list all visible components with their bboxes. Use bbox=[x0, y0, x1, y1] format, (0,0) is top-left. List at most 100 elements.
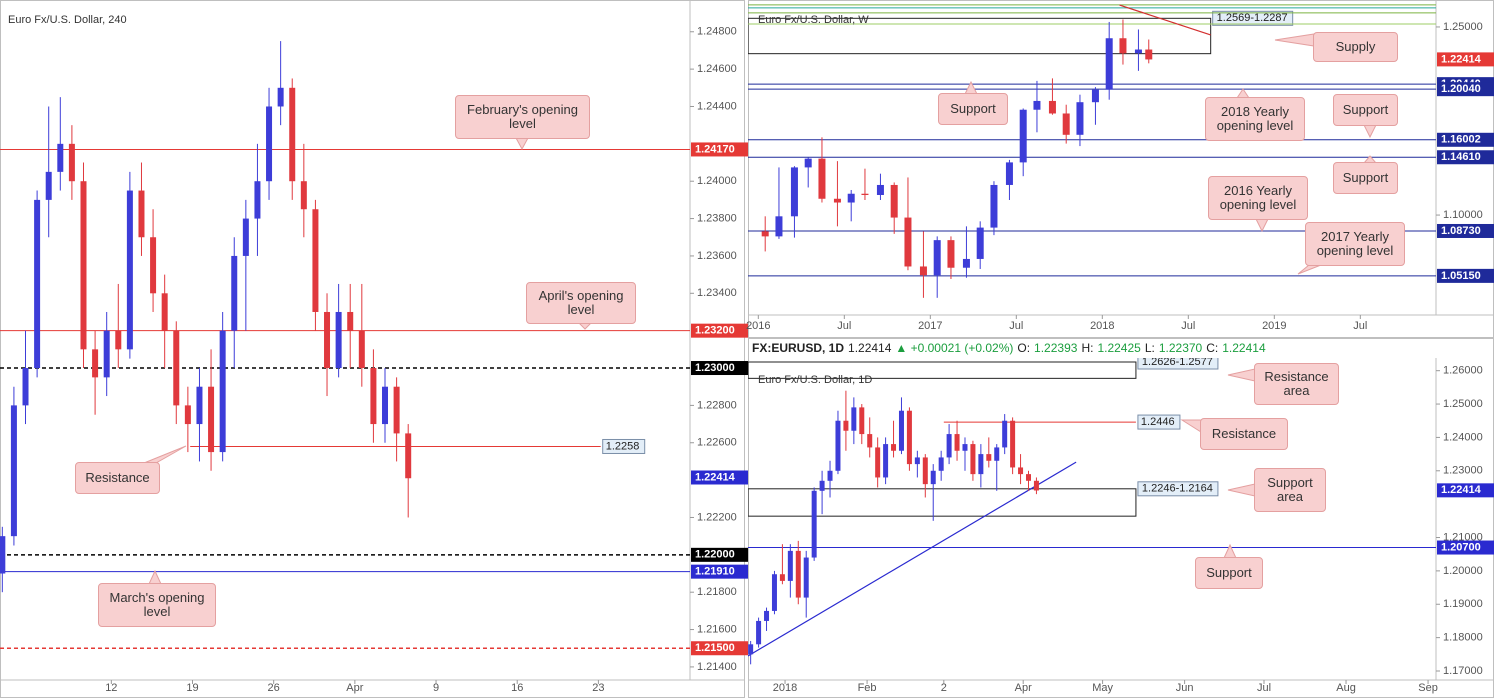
trendline bbox=[748, 461, 1077, 657]
annotation: Support bbox=[1333, 162, 1398, 194]
zone bbox=[748, 361, 1137, 379]
candle-body bbox=[335, 311, 342, 369]
candle-body bbox=[819, 480, 825, 491]
ohlc-value: 1.22370 bbox=[1158, 341, 1203, 355]
x-tick-label: Aug bbox=[1336, 682, 1356, 694]
candle-body bbox=[184, 405, 191, 425]
x-tick-label: 2016 bbox=[746, 320, 770, 332]
candle-body bbox=[219, 330, 226, 453]
x-tick-label: 16 bbox=[511, 682, 523, 694]
candle-body bbox=[370, 368, 377, 425]
callout-pointer bbox=[1227, 368, 1256, 382]
candle-body bbox=[891, 444, 897, 451]
x-tick-label: May bbox=[1092, 682, 1113, 694]
chart-title: Euro Fx/U.S. Dollar, 1D bbox=[758, 374, 872, 386]
level-tag bbox=[1137, 414, 1181, 430]
x-tick-label: 23 bbox=[592, 682, 604, 694]
candle-body bbox=[103, 330, 110, 378]
candle-body bbox=[324, 311, 331, 369]
candle-body bbox=[1091, 89, 1099, 103]
annotation: 2017 Yearly opening level bbox=[1305, 222, 1405, 266]
zone-tag bbox=[1212, 10, 1294, 26]
zone bbox=[748, 488, 1137, 517]
level-label: 1.24170 bbox=[695, 143, 735, 155]
candle-body bbox=[231, 255, 238, 331]
annotation: February's opening level bbox=[455, 95, 590, 139]
candle-body bbox=[833, 198, 841, 203]
annotation: Support area bbox=[1254, 468, 1326, 512]
candle-body bbox=[875, 447, 881, 478]
x-tick-label: 12 bbox=[105, 682, 117, 694]
level-tag bbox=[1437, 540, 1494, 555]
zone-label: 1.2246-1.2164 bbox=[1142, 483, 1213, 495]
candle-body bbox=[938, 457, 944, 471]
candle-body bbox=[393, 386, 400, 434]
last-price: 1.22414 bbox=[848, 341, 892, 355]
candle-body bbox=[277, 87, 284, 107]
callout-pointer bbox=[1363, 124, 1377, 139]
candle-body bbox=[933, 240, 941, 276]
level-label: 1.2446 bbox=[1141, 416, 1175, 428]
candle-body bbox=[300, 181, 307, 210]
x-tick-label: 2 bbox=[941, 682, 947, 694]
level-label: 1.21500 bbox=[695, 642, 735, 654]
x-tick-label: Apr bbox=[1015, 682, 1032, 694]
candle-body bbox=[764, 610, 770, 621]
candle-body bbox=[811, 490, 817, 558]
y-tick-label: 1.21600 bbox=[697, 623, 737, 635]
plot-area: 1.2626-1.2577 1.2246-1.2164 1.2446 bbox=[748, 358, 1436, 665]
candle-body bbox=[115, 330, 122, 350]
y-tick-label: 1.21800 bbox=[697, 586, 737, 598]
candle-body bbox=[254, 181, 261, 219]
candle-body bbox=[906, 410, 912, 465]
x-tick-label: Jul bbox=[1353, 320, 1367, 332]
candle-body bbox=[1105, 38, 1113, 90]
candle-body bbox=[978, 454, 984, 475]
level-tag bbox=[691, 641, 748, 656]
y-tick-label: 1.24000 bbox=[1443, 431, 1483, 443]
plot-area: 1.2569-1.2287 bbox=[748, 4, 1436, 298]
level-label: 1.21910 bbox=[695, 566, 735, 578]
candle-body bbox=[748, 644, 754, 655]
y-tick-label: 1.23600 bbox=[697, 250, 737, 262]
level-label: 1.23200 bbox=[695, 325, 735, 337]
candle-body bbox=[851, 407, 857, 431]
callout-pointer bbox=[143, 445, 187, 464]
candle-body bbox=[954, 434, 960, 451]
candle-body bbox=[976, 227, 984, 259]
annotation: Resistance area bbox=[1254, 363, 1339, 405]
candle-body bbox=[779, 574, 785, 581]
candle-body bbox=[867, 434, 873, 448]
candle-body bbox=[312, 209, 319, 312]
last-price-label: 1.22414 bbox=[695, 471, 736, 483]
candle-body bbox=[1033, 480, 1039, 491]
annotation: March's opening level bbox=[98, 583, 216, 627]
candle-body bbox=[1119, 38, 1127, 54]
candle-body bbox=[771, 574, 777, 611]
candle-body bbox=[1019, 109, 1027, 163]
annotation: Supply bbox=[1313, 32, 1398, 62]
y-tick-label: 1.25000 bbox=[1443, 398, 1483, 410]
candle-body bbox=[57, 143, 64, 172]
annotation: 2016 Yearly opening level bbox=[1208, 176, 1308, 220]
candle-body bbox=[859, 407, 865, 435]
candle-body bbox=[990, 184, 998, 228]
callout-pointer bbox=[1297, 264, 1322, 275]
y-tick-label: 1.10000 bbox=[1443, 209, 1483, 221]
y-tick-label: 1.21400 bbox=[697, 661, 737, 673]
callout-pointer bbox=[1255, 218, 1269, 233]
y-tick-label: 1.21000 bbox=[1443, 531, 1483, 543]
candle-body bbox=[242, 218, 249, 256]
y-tick-label: 1.20000 bbox=[1443, 565, 1483, 577]
level-tag bbox=[691, 361, 748, 376]
x-tick-label: Jul bbox=[837, 320, 851, 332]
annotation: Support bbox=[1195, 557, 1263, 589]
candle-body bbox=[1025, 474, 1031, 481]
candle-body bbox=[266, 106, 273, 182]
trendline bbox=[1119, 4, 1211, 36]
y-tick-label: 1.23800 bbox=[697, 212, 737, 224]
level-label: 1.20040 bbox=[1441, 83, 1481, 95]
level-label: 1.16002 bbox=[1441, 134, 1481, 146]
zone-label: 1.2569-1.2287 bbox=[1217, 12, 1288, 24]
